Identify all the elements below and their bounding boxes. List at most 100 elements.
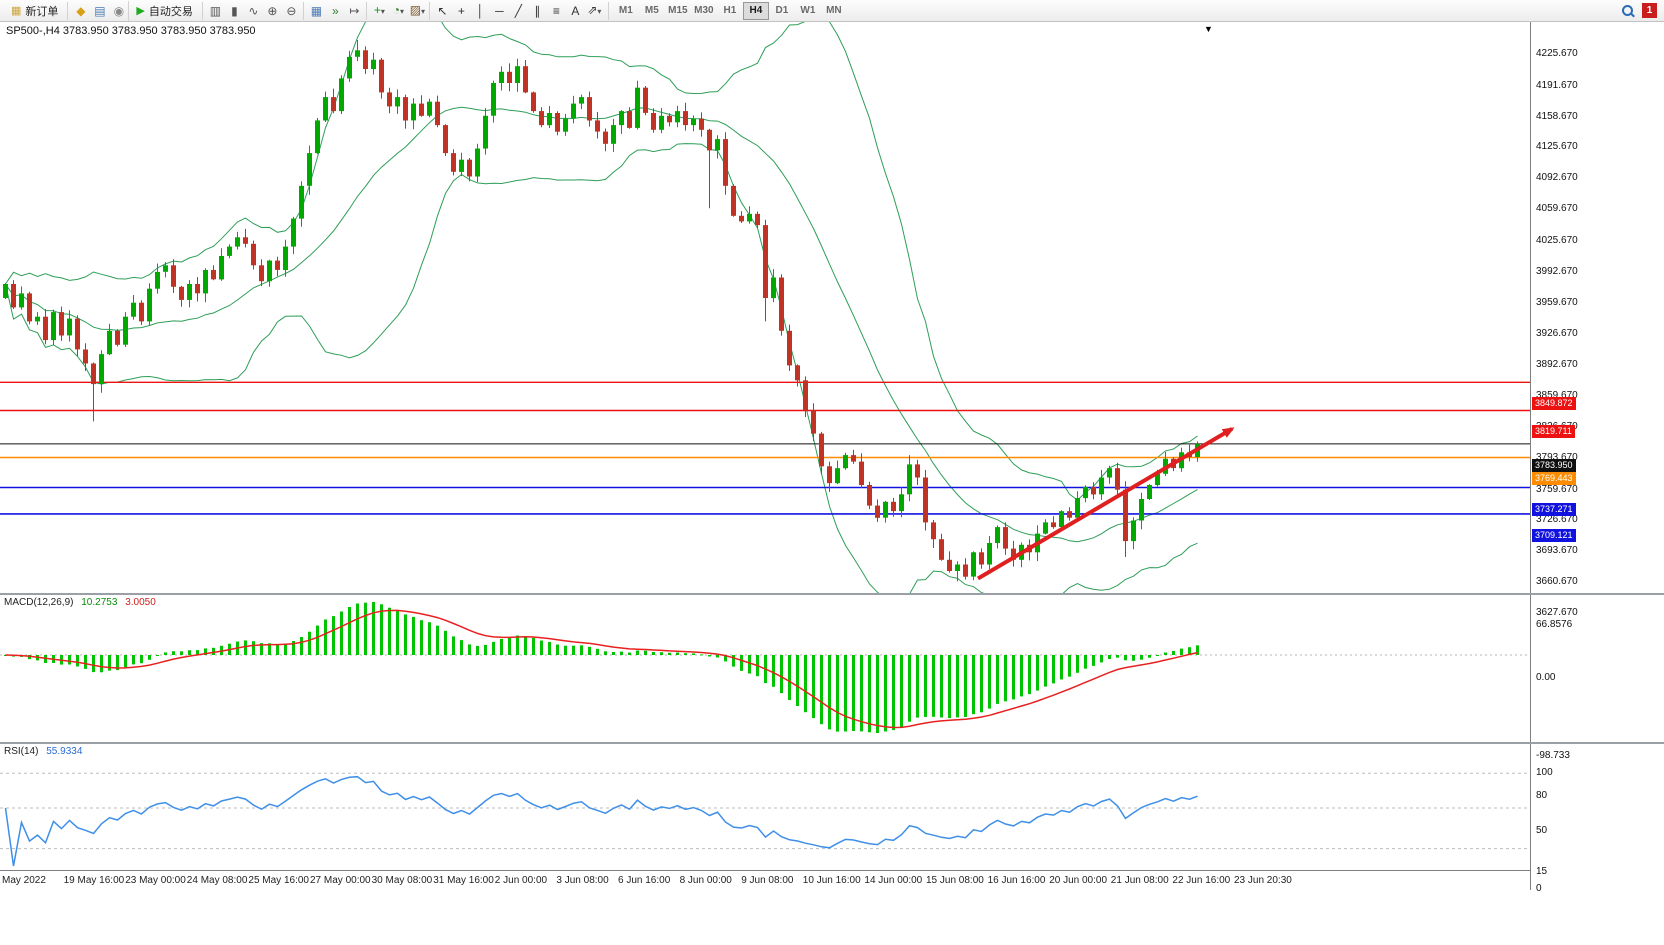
time-axis-label: 20 Jun 00:00 — [1049, 875, 1108, 886]
rsi-axis-label: 80 — [1536, 790, 1548, 802]
trend-arrow[interactable] — [976, 427, 1235, 581]
time-axis-label: 23 Jun 20:30 — [1234, 875, 1292, 886]
new-order-button[interactable]: ▦ 新订单 — [4, 1, 65, 21]
rsi-axis-label: 0 — [1536, 883, 1542, 894]
price-level-tag[interactable]: 3783.950 — [1532, 458, 1576, 472]
symbols-icon[interactable]: ◆ — [76, 3, 86, 18]
timeframe-m30[interactable]: M30 — [694, 4, 714, 16]
time-axis-label: 25 May 16:00 — [248, 875, 309, 886]
rsi-label: RSI(14) 55.9334 — [4, 746, 82, 757]
price-axis-label: 3926.670 — [1536, 327, 1578, 339]
timeframe-w1[interactable]: W1 — [800, 4, 816, 16]
chart-shift-icon[interactable]: ↦ — [349, 3, 360, 18]
panel-separator[interactable] — [0, 742, 1664, 744]
channel-icon[interactable]: ∥ — [534, 3, 541, 18]
crosshair-icon[interactable]: + — [457, 3, 465, 18]
candles — [3, 40, 1200, 582]
indicators-add-icon[interactable]: +▾ — [373, 2, 385, 17]
current-bar-marker: ▼ — [1204, 24, 1213, 34]
line-chart-icon[interactable]: ∿ — [248, 3, 259, 18]
rsi-canvas[interactable] — [0, 744, 1530, 869]
time-axis-label: 6 Jun 16:00 — [618, 875, 671, 886]
macd-axis-label: 0.00 — [1536, 672, 1556, 683]
text-icon[interactable]: A — [571, 3, 580, 18]
timeframe-bar: M1 M5 M15 M30 H1 H4 D1 W1 MN — [607, 1, 847, 20]
price-level-tag[interactable]: 3819.711 — [1532, 425, 1575, 439]
timeframe-h4[interactable]: H4 — [742, 1, 769, 20]
time-axis-label: 10 Jun 16:00 — [802, 875, 861, 886]
time-axis: May 2022 19 May 16:00 23 May 00:00 24 May 0… — [0, 870, 1530, 890]
time-axis-label: 30 May 08:00 — [371, 875, 433, 886]
timeframe-mn[interactable]: MN — [826, 4, 842, 16]
bollinger-bands — [5, 22, 1198, 593]
tile-windows-icon[interactable]: ▦ — [310, 3, 323, 18]
market-watch-icon[interactable]: ▤ — [94, 3, 106, 18]
price-axis-label: 3660.670 — [1536, 576, 1578, 588]
auto-trading-label: 自动交易 — [148, 5, 193, 18]
auto-trading-play-icon: ▶ — [136, 5, 145, 17]
time-axis-label: 2 Jun 00:00 — [494, 875, 548, 886]
price-chart-canvas[interactable] — [0, 22, 1530, 593]
macd-histogram — [4, 602, 1199, 733]
toolbar-group: ▥ ▮ ∿ ⊕ ⊖ — [201, 1, 301, 20]
price-axis-label: 4191.670 — [1536, 79, 1578, 91]
rsi-level-lines — [0, 772, 1530, 850]
auto-trading-button[interactable]: ▶ 自动交易 — [128, 0, 199, 21]
panel-separator[interactable] — [0, 593, 1664, 595]
price-chart-panel: SP500-,H4 3783.950 3783.950 3783.950 378… — [0, 22, 1530, 593]
toolbar-right: 1 — [1621, 3, 1660, 18]
dropdown-caret-icon[interactable]: ▾ — [380, 6, 385, 16]
candlestick-chart-icon[interactable]: ▮ — [231, 3, 238, 18]
zoom-out-icon[interactable]: ⊖ — [286, 3, 297, 18]
time-axis-label: 27 May 00:00 — [310, 875, 371, 886]
search-icon[interactable] — [1621, 4, 1635, 18]
price-scale: 4225.670 4191.670 4158.670 4125.670 4092.670… — [1530, 22, 1664, 894]
dropdown-caret-icon[interactable]: ▾ — [597, 6, 602, 16]
rsi-axis-label: 15 — [1536, 865, 1548, 877]
zoom-in-icon[interactable]: ⊕ — [267, 3, 278, 18]
timeframe-m5[interactable]: M5 — [644, 4, 659, 16]
trendline-icon[interactable]: ╱ — [514, 3, 522, 18]
cursor-icon[interactable]: ↖ — [437, 3, 448, 18]
time-axis-label: 15 Jun 08:00 — [926, 875, 984, 886]
timeframe-h1[interactable]: H1 — [723, 4, 737, 16]
time-axis-label: 19 May 16:00 — [63, 875, 125, 886]
templates-icon[interactable]: ▨▾ — [409, 2, 426, 17]
auto-scroll-icon[interactable]: » — [332, 3, 339, 18]
arrows-icon[interactable]: ⇗▾ — [587, 2, 602, 17]
notification-badge[interactable]: 1 — [1642, 3, 1657, 18]
bar-chart-icon[interactable]: ▥ — [209, 3, 222, 18]
periods-icon[interactable]: ◔▾ — [392, 2, 404, 17]
price-axis-label: 3793.670 — [1536, 451, 1578, 463]
new-order-icon: ▦ — [11, 5, 22, 17]
timeframe-m1[interactable]: M1 — [618, 4, 633, 16]
price-axis-label: 3992.670 — [1536, 265, 1578, 277]
macd-canvas[interactable] — [0, 595, 1530, 742]
level-lines[interactable] — [0, 381, 1530, 515]
time-axis-label: 9 Jun 08:00 — [741, 875, 794, 886]
timeframe-m15[interactable]: M15 — [668, 4, 688, 16]
navigator-icon[interactable]: ◉ — [113, 3, 125, 18]
time-axis-label: 31 May 16:00 — [433, 875, 494, 886]
price-level-tag[interactable]: 3737.271 — [1532, 502, 1576, 516]
time-axis-label: May 2022 — [2, 875, 46, 886]
price-level-tag[interactable]: 3709.121 — [1532, 528, 1576, 542]
price-level-tag[interactable]: 3849.872 — [1532, 397, 1576, 411]
price-axis-label: 4125.670 — [1536, 141, 1578, 153]
price-axis-label: 3759.670 — [1536, 483, 1578, 495]
rsi-panel: RSI(14) 55.9334 — [0, 744, 1530, 869]
dropdown-caret-icon[interactable]: ▾ — [421, 6, 426, 16]
price-axis-label: 3859.670 — [1536, 390, 1578, 402]
time-axis-label: 22 Jun 16:00 — [1172, 875, 1231, 886]
macd-panel: MACD(12,26,9) 10.2753 3.0050 — [0, 595, 1530, 742]
fibonacci-icon[interactable]: ≡ — [552, 3, 560, 18]
rsi-value: 55.9334 — [46, 746, 83, 757]
price-axis-label: 3693.670 — [1536, 545, 1578, 557]
vertical-line-icon[interactable]: │ — [476, 3, 485, 18]
timeframe-d1[interactable]: D1 — [775, 4, 789, 16]
toolbar-group: ↖ + │ ─ ╱ ∥ ≡ A ⇗▾ — [428, 1, 604, 20]
horizontal-line-icon[interactable]: ─ — [495, 3, 504, 18]
price-level-tag[interactable]: 3769.443 — [1532, 472, 1576, 486]
macd-label: MACD(12,26,9) 10.2753 3.0050 — [4, 597, 156, 608]
dropdown-caret-icon[interactable]: ▾ — [399, 6, 404, 16]
